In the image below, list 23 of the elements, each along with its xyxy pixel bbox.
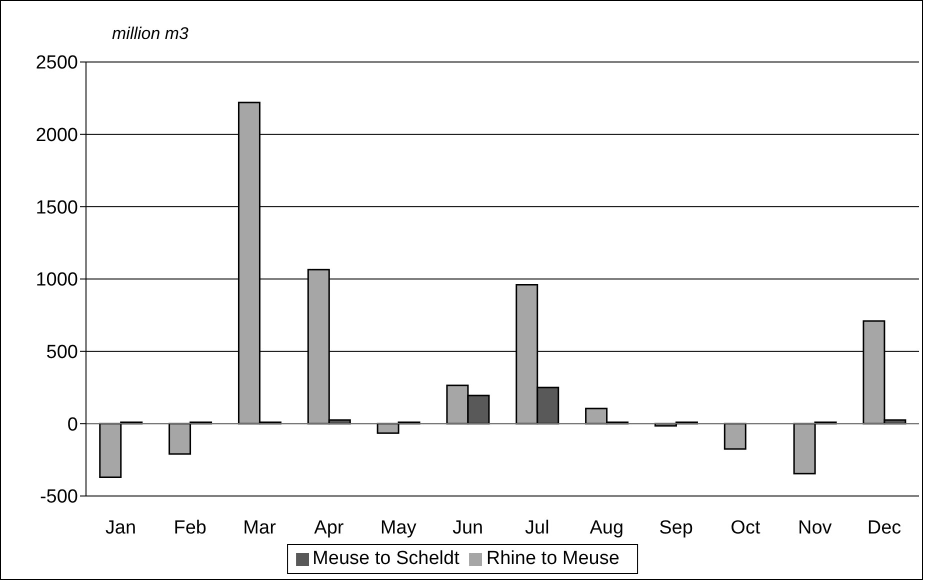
x-tick-label: Jul — [525, 517, 550, 538]
x-tick-label: May — [380, 517, 417, 538]
y-tick-label: 1000 — [36, 270, 78, 291]
x-tick-label: Sep — [659, 517, 693, 538]
x-tick-label: Aug — [590, 517, 624, 538]
x-tick-label: Oct — [730, 517, 761, 538]
y-tick-label: -500 — [40, 486, 78, 508]
x-tick-label: Nov — [798, 517, 832, 538]
x-tick-label: Jun — [452, 517, 484, 538]
legend-label: Meuse to Scheldt — [312, 548, 460, 569]
y-tick-label: 500 — [46, 342, 78, 364]
x-tick-label: Apr — [314, 517, 344, 538]
x-tick-label: Dec — [867, 517, 902, 538]
x-tick-label: Mar — [243, 517, 277, 538]
y-axis-title: million m3 — [112, 24, 189, 44]
bar — [724, 422, 746, 450]
legend-label: Rhine to Meuse — [486, 548, 620, 569]
x-tick-label: Jan — [105, 517, 136, 538]
y-tick-label: 0 — [67, 414, 78, 436]
x-tick-label: Feb — [174, 517, 206, 538]
y-tick-label: 2500 — [36, 52, 78, 74]
y-tick-label: 2000 — [36, 125, 78, 146]
y-tick-label: 1500 — [36, 197, 78, 218]
